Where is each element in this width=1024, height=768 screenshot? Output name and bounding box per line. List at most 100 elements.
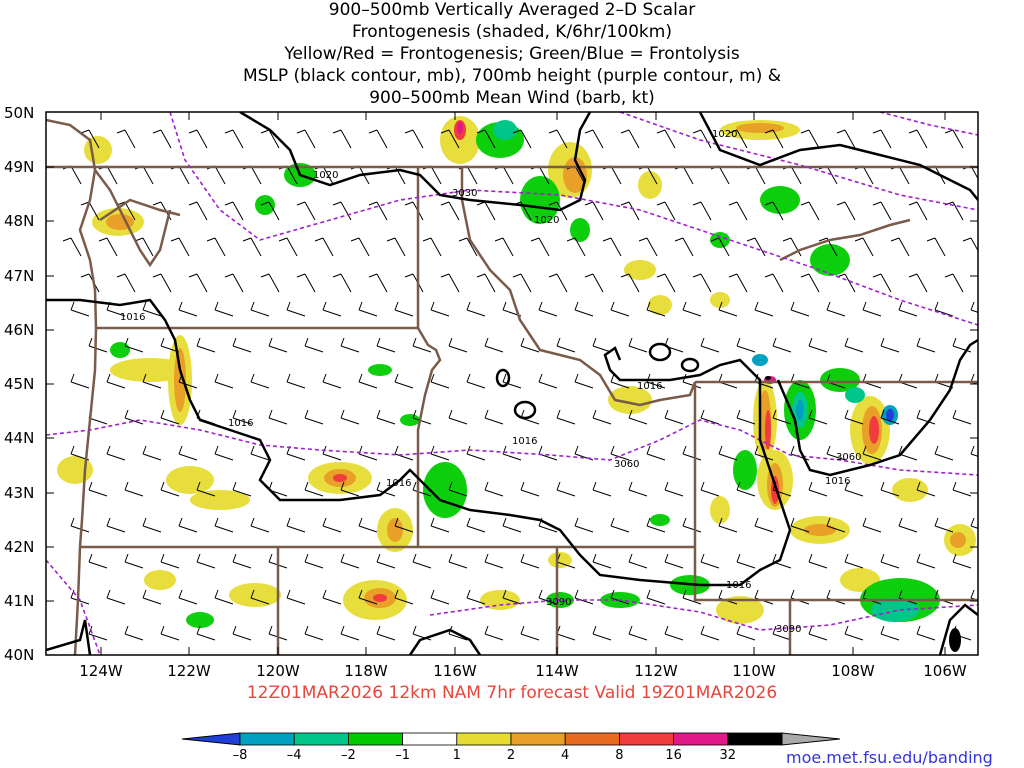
wind-barb [268, 409, 288, 425]
wind-barb [718, 517, 738, 533]
wind-barb [386, 165, 406, 185]
wind-barb [466, 373, 486, 389]
wind-barb [152, 273, 172, 293]
lat-label: 48N [4, 212, 34, 230]
wind-barb [664, 337, 684, 353]
title-line-4: MSLP (black contour, mb), 700mb height (… [242, 66, 782, 86]
frontogenesis-shading [57, 116, 976, 652]
wind-barb [692, 129, 712, 149]
longitude-labels: 124W 122W 120W 118W 116W 114W 112W 110W … [79, 662, 967, 680]
wind-barb [260, 273, 280, 293]
lat-label: 40N [4, 646, 34, 664]
wind-barb [872, 129, 892, 149]
wind-barb [404, 129, 424, 149]
wind-barb [592, 409, 612, 425]
colorbar-segment [402, 732, 458, 746]
wind-barb [106, 445, 126, 461]
wind-barb [502, 517, 522, 533]
wind-barb [332, 129, 352, 149]
wind-barb [700, 409, 720, 425]
colorbar-label: 4 [561, 748, 569, 763]
wind-barb [682, 517, 702, 533]
wind-barb [232, 625, 252, 641]
wind-barb [332, 273, 352, 293]
wind-barb [116, 273, 136, 293]
wind-barb [584, 273, 604, 293]
wind-barb [152, 129, 172, 149]
wind-barb [106, 517, 126, 533]
wind-barb [260, 129, 280, 149]
wind-barb [494, 237, 514, 257]
lon-label: 114W [535, 662, 579, 680]
wind-barb [368, 273, 388, 293]
wind-barb [610, 445, 630, 461]
wind-barb [368, 201, 388, 221]
wind-barb [844, 409, 864, 425]
wind-barb [466, 445, 486, 461]
wind-barb [710, 237, 730, 257]
wind-barb [538, 301, 558, 317]
wind-barb [160, 481, 180, 497]
wind-barb [214, 301, 234, 317]
wind-barb [466, 517, 486, 533]
wind-barb [340, 553, 360, 569]
wind-barb [80, 201, 100, 221]
wind-barb [808, 553, 828, 569]
wind-barb [538, 589, 558, 605]
wind-barb [890, 237, 910, 257]
wind-barb [592, 625, 612, 641]
lat-label: 42N [4, 538, 34, 556]
wind-barb [178, 589, 198, 605]
wind-barb [898, 517, 918, 533]
wind-barb [88, 553, 108, 569]
wind-barb [556, 337, 576, 353]
mslp-label: 1016 [825, 476, 850, 487]
wind-barb [772, 337, 792, 353]
wind-barb [818, 165, 838, 185]
wind-barb [296, 273, 316, 293]
credit-link[interactable]: moe.met.fsu.edu/banding [786, 748, 993, 767]
colorbar: –8 –4 –2 –1 1 2 4 8 16 32 [181, 732, 841, 763]
wind-barb [142, 373, 162, 389]
wind-barb [628, 625, 648, 641]
wind-barb [908, 129, 928, 149]
wind-barb [674, 237, 694, 257]
wind-barb [412, 481, 432, 497]
wind-barb [214, 445, 234, 461]
wind-barb [80, 129, 100, 149]
wind-barb [196, 337, 216, 353]
wind-barb [224, 201, 244, 221]
wind-barb [970, 589, 978, 601]
title-line-1: 900–500mb Vertically Averaged 2–D Scalar [328, 0, 696, 20]
wind-barb [790, 517, 810, 533]
wind-barb [718, 301, 738, 317]
wind-barb [538, 373, 558, 389]
wind-barb [836, 201, 856, 221]
wind-barb [592, 337, 612, 353]
colorbar-segment [673, 732, 729, 746]
wind-barb [916, 481, 936, 497]
lat-label: 41N [4, 592, 34, 610]
wind-barb [592, 553, 612, 569]
wind-barb [574, 589, 594, 605]
colorbar-label: –8 [233, 748, 248, 763]
wind-barb [692, 201, 712, 221]
wind-barb [124, 337, 144, 353]
wind-barb [556, 481, 576, 497]
colorbar-label: 32 [720, 748, 737, 763]
colorbar-label: –4 [287, 748, 302, 763]
wind-barb [898, 445, 918, 461]
wind-barb [538, 517, 558, 533]
wind-barb [989, 482, 1007, 496]
wind-barb [646, 517, 666, 533]
wind-barb [124, 409, 144, 425]
wind-barb [826, 589, 846, 605]
wind-barb [944, 129, 964, 149]
wind-barb [242, 165, 262, 185]
wind-barb [700, 481, 720, 497]
wind-barb [584, 129, 604, 149]
wind-barb [620, 273, 640, 293]
wind-barb [232, 553, 252, 569]
wind-barb [412, 625, 432, 641]
wind-barb [808, 625, 828, 641]
